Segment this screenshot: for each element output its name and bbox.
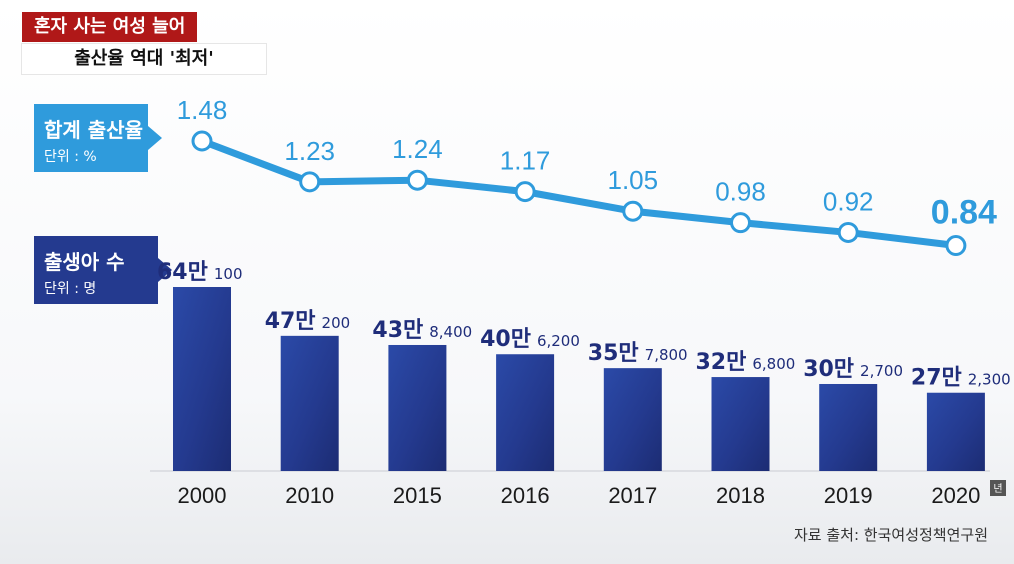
- headline-tag: 혼자 사는 여성 늘어: [22, 12, 198, 42]
- rate-point-2015: [406, 169, 428, 191]
- rate-label-2000: 1.48: [177, 95, 228, 125]
- rate-label-2017: 1.05: [607, 165, 658, 195]
- rate-point-2016: [514, 181, 536, 203]
- tick-label-2010: 2010: [285, 483, 334, 508]
- rate-line: [198, 137, 960, 250]
- rate-point-2018: [730, 212, 751, 234]
- rate-legend-unit: 단위 : %: [44, 149, 97, 165]
- rate-point-2019: [837, 221, 859, 243]
- bar-2018: [711, 377, 770, 471]
- births-legend-arrow: [158, 258, 172, 282]
- rate-label-2019: 0.92: [823, 186, 874, 216]
- tick-label-2019: 2019: [824, 483, 873, 508]
- tick-label-2015: 2015: [393, 483, 442, 508]
- year-unit-box: [990, 480, 1006, 496]
- bar-label-2019: 30만 2,700: [803, 357, 903, 382]
- bar-2015: [388, 344, 447, 471]
- year-unit-label: 년: [993, 483, 1002, 495]
- births-legend-unit: 단위 : 명: [44, 281, 97, 297]
- rate-label-2010: 1.23: [284, 136, 335, 166]
- rate-legend-title: 합계 출산율: [44, 118, 143, 142]
- bar-2020: [926, 392, 985, 471]
- tick-label-2000: 2000: [178, 483, 227, 508]
- rate-point-2010: [299, 171, 321, 193]
- births-legend-title: 출생아 수: [44, 250, 125, 274]
- tick-label-2018: 2018: [716, 483, 765, 508]
- rate-label-2016: 1.17: [500, 146, 551, 176]
- bar-label-2018: 32만 6,800: [696, 350, 796, 375]
- bar-2000: [173, 287, 231, 471]
- rate-label-2015: 1.24: [392, 134, 443, 164]
- bar-label-2017: 35만 7,800: [588, 341, 688, 366]
- rate-point-2020: [945, 235, 967, 257]
- rate-label-2018: 0.98: [715, 177, 766, 207]
- headline-subtitle: 출산율 역대 '최저': [22, 44, 266, 74]
- bar-label-2020: 27만 2,300: [911, 366, 1011, 391]
- rate-label-2020: 0.84: [931, 194, 997, 232]
- tick-label-2017: 2017: [608, 483, 657, 508]
- source-note: 자료 출처: 한국여성정책연구원: [794, 526, 988, 544]
- rate-legend: 합계 출산율 단위 : %: [34, 104, 148, 172]
- bar-label-2010: 47만 200: [265, 309, 351, 334]
- bar-label-2016: 40만 6,200: [480, 327, 580, 352]
- bar-2019: [819, 383, 878, 471]
- bar-label-2000: 64만 100: [157, 260, 243, 285]
- tick-label-2016: 2016: [501, 483, 550, 508]
- bar-label-2015: 43만 8,400: [372, 318, 472, 343]
- tick-label-2020: 2020: [931, 483, 980, 508]
- bar-2017: [603, 368, 662, 471]
- rate-point-2017: [622, 200, 644, 222]
- births-legend: 출생아 수 단위 : 명: [34, 236, 158, 304]
- bar-2016: [496, 354, 555, 471]
- rate-point-2000: [191, 130, 213, 152]
- rate-legend-arrow: [148, 126, 162, 150]
- bar-2010: [280, 335, 339, 471]
